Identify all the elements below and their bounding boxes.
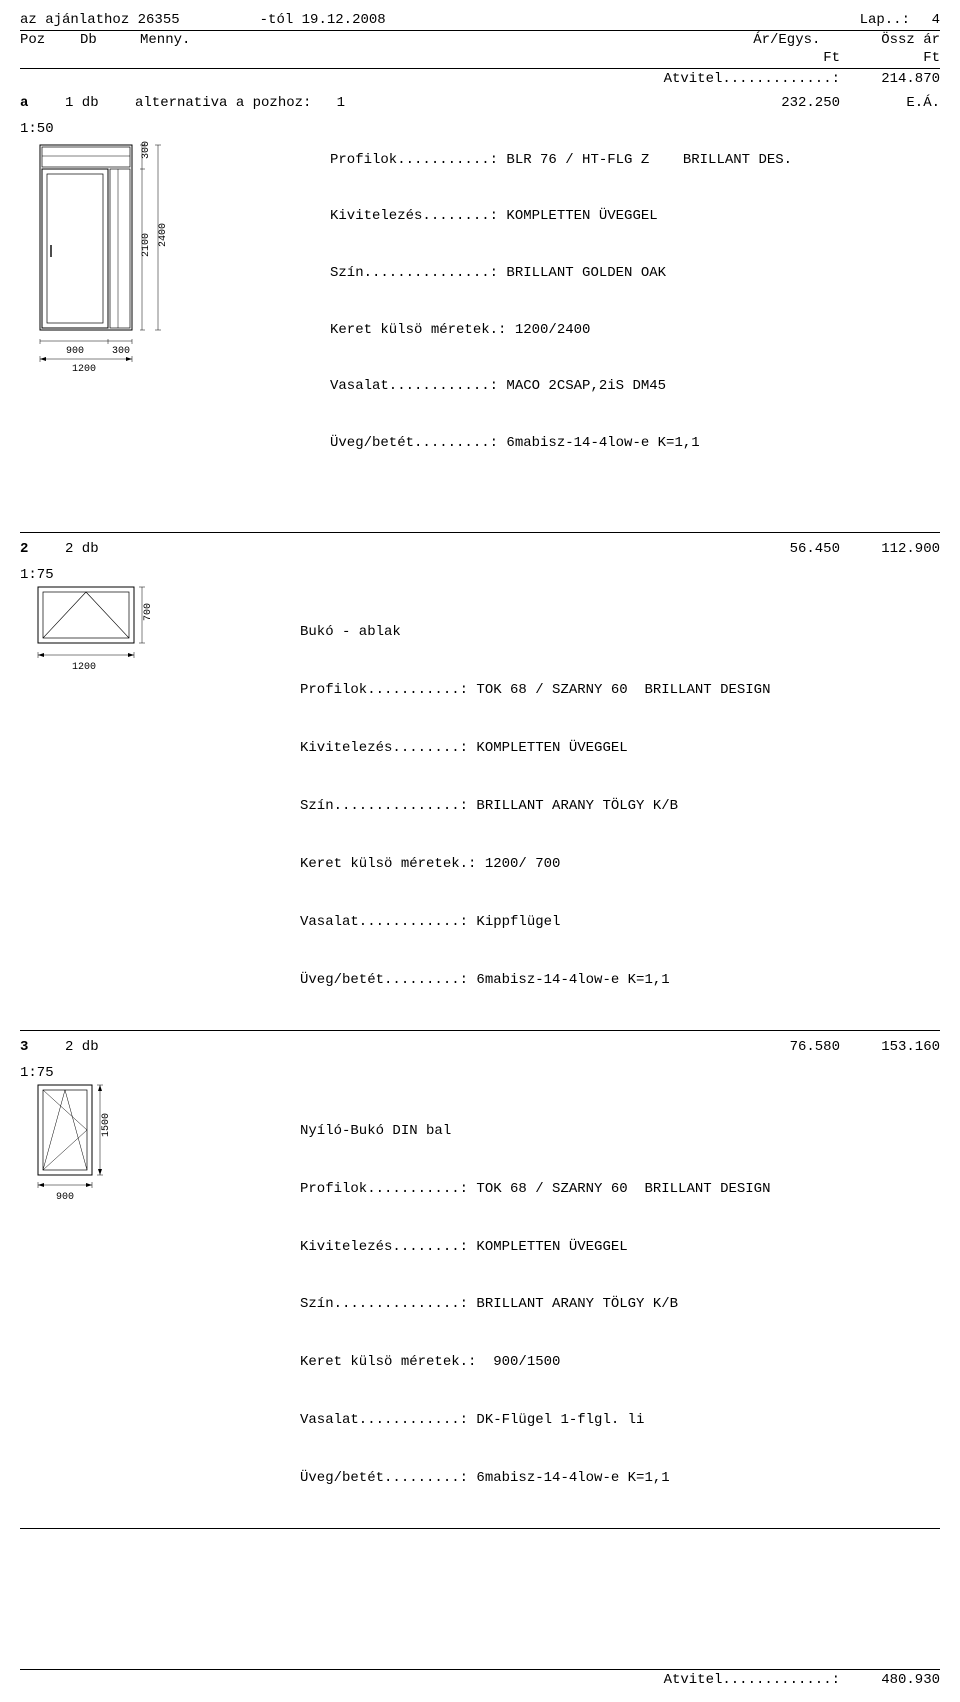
- spec-line: Kivitelezés........: KOMPLETTEN ÜVEGGEL: [300, 1238, 940, 1257]
- item-3-title: Nyíló-Bukó DIN bal: [300, 1122, 940, 1141]
- item-3-scale: 1:75: [20, 1065, 54, 1081]
- svg-text:2400: 2400: [158, 223, 169, 247]
- window2-svg: 700 1200: [20, 583, 200, 683]
- col-menny: Menny.: [140, 32, 340, 48]
- spec-line: Üveg/betét.........: 6mabisz-14-4low-e K…: [330, 434, 940, 453]
- item-3-qty: 2 db: [65, 1039, 135, 1055]
- column-headers-2: Ft Ft: [20, 50, 940, 66]
- item-2-qty: 2 db: [65, 541, 135, 557]
- item-a: a 1 db alternativa a pozhoz: 1 232.250 E…: [20, 95, 940, 491]
- col-ar: Ár: [720, 32, 770, 48]
- column-headers: Poz Db Menny. Ár /Egys. Össz ár: [20, 32, 940, 48]
- item-a-drawing: 300 2100 2400 900 300: [20, 139, 220, 399]
- spec-line: Profilok...........: TOK 68 / SZARNY 60 …: [300, 681, 940, 700]
- item-2-drawing: 700 1200: [20, 583, 200, 683]
- col-egys: /Egys.: [770, 32, 840, 48]
- spec-line: Üveg/betét.........: 6mabisz-14-4low-e K…: [300, 1469, 940, 1488]
- svg-text:900: 900: [66, 346, 84, 357]
- spec-line: Keret külsö méretek.: 1200/ 700: [300, 855, 940, 874]
- item-2-price: 56.450: [720, 541, 840, 557]
- col-ossz: Össz ár: [840, 32, 940, 48]
- item-2: 2 2 db 56.450 112.900 1:75 700: [20, 541, 940, 1029]
- carry-in-value: 214.870: [840, 71, 940, 87]
- door-svg: 300 2100 2400 900 300: [20, 139, 220, 399]
- item-3-price: 76.580: [720, 1039, 840, 1055]
- spec-line: Kivitelezés........: KOMPLETTEN ÜVEGGEL: [330, 207, 940, 226]
- carry-out-label: Atvitel.............:: [664, 1672, 840, 1688]
- spec-line: Profilok...........: TOK 68 / SZARNY 60 …: [300, 1180, 940, 1199]
- page-label: Lap..:: [860, 12, 910, 28]
- svg-text:1500: 1500: [101, 1113, 112, 1137]
- svg-text:900: 900: [56, 1192, 74, 1203]
- offer-no: 26355: [138, 12, 180, 28]
- spec-line: Keret külsö méretek.: 1200/2400: [330, 321, 940, 340]
- spec-line: Vasalat............: MACO 2CSAP,2iS DM45: [330, 377, 940, 396]
- date: 19.12.2008: [302, 12, 386, 28]
- spec-line: Vasalat............: Kippflügel: [300, 913, 940, 932]
- col-db: Db: [80, 32, 140, 48]
- item-3-drawing: 1500 900: [20, 1081, 180, 1251]
- item-2-pos: 2: [20, 541, 65, 557]
- item-2-title: Bukó - ablak: [300, 623, 940, 642]
- svg-text:300: 300: [141, 141, 152, 159]
- carry-in-row: Atvitel.............: 214.870: [20, 71, 940, 87]
- spec-line: Szín...............: BRILLANT ARANY TÖLG…: [300, 797, 940, 816]
- offer-prefix: az ajánlathoz: [20, 12, 138, 28]
- item-a-specs: Profilok...........: BLR 76 / HT-FLG Z B…: [330, 113, 940, 491]
- spec-line: Szín...............: BRILLANT ARANY TÖLG…: [300, 1295, 940, 1314]
- page-no: 4: [910, 12, 940, 28]
- item-3: 3 2 db 76.580 153.160 1:75 1500: [20, 1039, 940, 1527]
- item-3-specs: Nyíló-Bukó DIN bal Profilok...........: …: [300, 1057, 940, 1527]
- svg-text:700: 700: [143, 603, 154, 621]
- item-a-total: E.Á.: [840, 95, 940, 111]
- col-ft1: Ft: [720, 50, 840, 66]
- svg-text:1200: 1200: [72, 662, 96, 673]
- page-header: az ajánlathoz 26355 -tól 19.12.2008 Lap.…: [20, 12, 940, 28]
- spec-line: Üveg/betét.........: 6mabisz-14-4low-e K…: [300, 971, 940, 990]
- spec-line: Keret külsö méretek.: 900/1500: [300, 1353, 940, 1372]
- svg-text:2100: 2100: [141, 233, 152, 257]
- item-a-desc: alternativa a pozhoz: 1: [135, 95, 415, 111]
- carry-in-label: Atvitel.............:: [664, 71, 840, 87]
- spec-line: Kivitelezés........: KOMPLETTEN ÜVEGGEL: [300, 739, 940, 758]
- item-a-scale: 1:50: [20, 121, 54, 137]
- col-poz: Poz: [20, 32, 80, 48]
- svg-text:1200: 1200: [72, 364, 96, 375]
- window3-svg: 1500 900: [20, 1081, 180, 1251]
- item-3-total: 153.160: [840, 1039, 940, 1055]
- spec-line: Profilok...........: BLR 76 / HT-FLG Z B…: [330, 151, 940, 170]
- item-2-specs: Bukó - ablak Profilok...........: TOK 68…: [300, 559, 940, 1029]
- col-ft2: Ft: [840, 50, 940, 66]
- spec-line: Vasalat............: DK-Flügel 1-flgl. l…: [300, 1411, 940, 1430]
- item-2-total: 112.900: [840, 541, 940, 557]
- item-a-price: 232.250: [720, 95, 840, 111]
- item-2-scale: 1:75: [20, 567, 54, 583]
- carry-out-value: 480.930: [840, 1672, 940, 1688]
- spec-line: Szín...............: BRILLANT GOLDEN OAK: [330, 264, 940, 283]
- svg-text:300: 300: [112, 346, 130, 357]
- date-prefix: -tól: [260, 12, 302, 28]
- item-3-pos: 3: [20, 1039, 65, 1055]
- item-a-pos: a: [20, 95, 65, 111]
- item-a-qty: 1 db: [65, 95, 135, 111]
- carry-out-row: Atvitel.............: 480.930: [20, 1672, 940, 1688]
